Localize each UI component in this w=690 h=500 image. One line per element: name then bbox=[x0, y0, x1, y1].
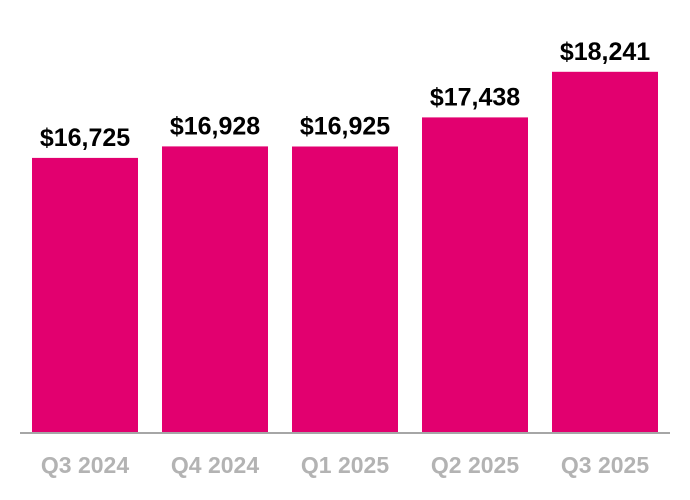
bar-q3-2024 bbox=[32, 157, 138, 432]
bar-q2-2025 bbox=[422, 117, 528, 433]
x-tick-label-q3-2024: Q3 2024 bbox=[41, 452, 129, 478]
x-tick-label-q4-2024: Q4 2024 bbox=[171, 452, 259, 478]
value-label-q4-2024: $16,928 bbox=[170, 112, 260, 140]
bar-q1-2025 bbox=[292, 146, 398, 432]
bar-q4-2024 bbox=[162, 146, 268, 432]
value-label-q2-2025: $17,438 bbox=[430, 83, 520, 111]
x-tick-labels-group: Q3 2024 Q4 2024 Q1 2025 Q2 2025 Q3 2025 bbox=[41, 452, 649, 478]
x-tick-label-q3-2025: Q3 2025 bbox=[561, 452, 649, 478]
bar-q3-2025 bbox=[552, 71, 658, 433]
value-label-q3-2024: $16,725 bbox=[40, 124, 130, 152]
bars-group bbox=[32, 71, 658, 433]
value-label-q1-2025: $16,925 bbox=[300, 113, 390, 141]
x-tick-label-q2-2025: Q2 2025 bbox=[431, 452, 519, 478]
value-label-q3-2025: $18,241 bbox=[560, 38, 650, 66]
value-labels-group: $16,725 $16,928 $16,925 $17,438 $18,241 bbox=[40, 38, 650, 152]
x-tick-label-q1-2025: Q1 2025 bbox=[301, 452, 389, 478]
